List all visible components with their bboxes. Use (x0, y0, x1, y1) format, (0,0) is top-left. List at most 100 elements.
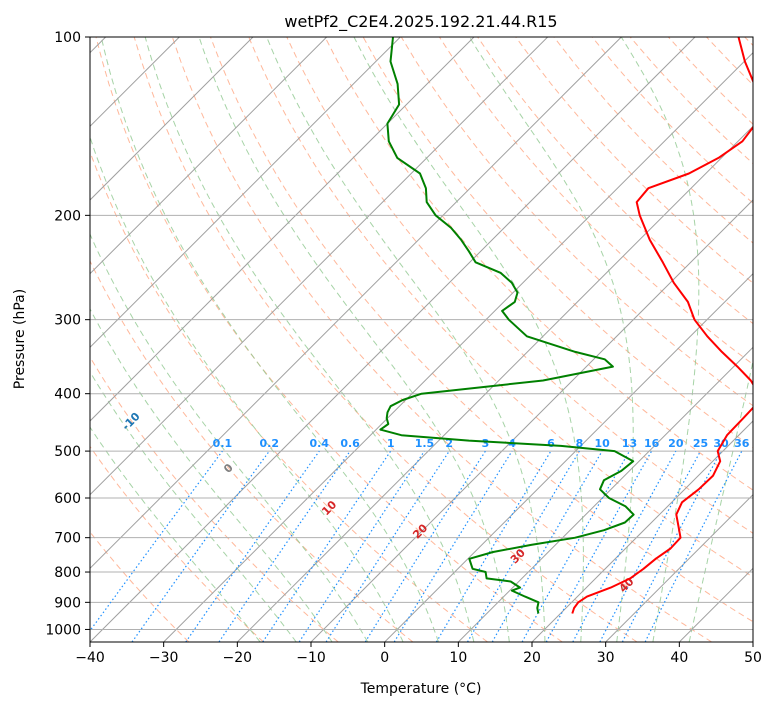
moist-adiabat-line (688, 358, 753, 642)
isotherm-line (90, 37, 696, 642)
isotherm-line (90, 37, 401, 349)
isotherm-line (90, 37, 328, 275)
x-tick-label: −40 (75, 650, 105, 666)
isotherm-line (531, 420, 753, 642)
mixing-ratio-label: 20 (668, 437, 684, 450)
dry-adiabat-line (171, 37, 712, 642)
dry-adiabat-line (90, 259, 414, 642)
mixing-ratio-label: 8 (576, 437, 584, 450)
mixing-ratio-line (185, 450, 320, 642)
moist-adiabat-line (100, 37, 439, 642)
temperature-profile (571, 37, 753, 614)
mixing-ratio-label: 3 (482, 437, 490, 450)
dry-adiabat-line (706, 37, 753, 86)
dry-adiabat-line (90, 150, 488, 642)
x-axis-label: Temperature (°C) (360, 681, 482, 697)
dry-adiabat-line (90, 356, 339, 642)
moist-adiabats (90, 37, 753, 642)
dry-adiabat-line (248, 37, 753, 578)
mixing-ratio-label: 0.1 (213, 437, 233, 450)
isotherm-line (163, 51, 753, 642)
isobar-gridlines (90, 37, 753, 630)
x-tick-label: −10 (296, 650, 326, 666)
mixing-ratio-line (545, 450, 653, 642)
moist-adiabat-line (90, 135, 404, 642)
x-tick-label: 30 (597, 650, 615, 666)
moist-adiabat-line (144, 37, 475, 642)
mixing-ratio-label: 10 (594, 437, 610, 450)
mixing-ratio-label: 0.2 (260, 437, 280, 450)
dry-adiabat-line (133, 37, 638, 642)
mixing-ratio-line (364, 450, 486, 642)
mixing-ratio-lines (90, 450, 743, 642)
plot-frame (89, 36, 754, 643)
mixing-ratio-label: 13 (622, 437, 637, 450)
plot-area: -100-90-80-70-60-50-40-30-20-10010203040… (90, 37, 753, 642)
moist-adiabat-line (90, 370, 297, 642)
y-tick-label: 900 (54, 595, 81, 611)
dry-adiabat-line (553, 37, 753, 244)
mixing-ratio-line (393, 450, 513, 642)
isotherm-line (90, 37, 475, 422)
y-tick-label: 700 (54, 531, 81, 547)
dry-adiabat-label: 10 (319, 498, 339, 518)
y-axis-label: Pressure (hPa) (12, 289, 28, 389)
dry-adiabat-line (90, 445, 264, 642)
sounding-series (379, 37, 753, 614)
moist-adiabat-line (90, 232, 369, 642)
mixing-ratio-line (218, 450, 351, 642)
mixing-ratio-label: 16 (644, 437, 660, 450)
isotherm-line (457, 346, 753, 642)
x-tick-label: 40 (670, 650, 688, 666)
isotherm-line (90, 37, 254, 201)
mixing-ratio-label: 36 (734, 437, 750, 450)
moist-adiabat-line (266, 37, 546, 642)
y-axis-ticks: 100 200 300 400 500 600 700 800 900 1000 (45, 30, 90, 638)
x-tick-label: 0 (380, 650, 389, 666)
y-tick-label: 100 (54, 30, 81, 46)
x-tick-label: 20 (523, 650, 541, 666)
x-tick-label: −20 (223, 650, 253, 666)
dry-adiabat-line (90, 531, 190, 642)
isotherm-line (678, 567, 753, 642)
mixing-ratio-line (572, 450, 677, 642)
dry-adiabat-line (324, 37, 753, 491)
dry-adiabat-line (515, 37, 753, 284)
isotherm-line (90, 37, 622, 570)
isotherm-line (310, 199, 753, 642)
isotherm-line (236, 125, 753, 642)
mixing-ratio-label: 1 (387, 437, 395, 450)
dry-adiabat-line (744, 37, 753, 47)
x-tick-label: 10 (449, 650, 467, 666)
y-tick-label: 600 (54, 491, 81, 507)
dewpoint-profile (379, 37, 635, 614)
mixing-ratio-label: 0.4 (310, 437, 330, 450)
isotherm-line (605, 493, 753, 642)
dry-adiabat-line (210, 37, 753, 623)
y-tick-label: 1000 (45, 622, 81, 638)
chart-title: wetPf2_C2E4.2025.192.21.44.R15 (284, 12, 557, 32)
y-tick-label: 500 (54, 444, 81, 460)
moist-adiabat-line (90, 426, 261, 642)
dry-adiabat-label: 40 (617, 575, 637, 595)
isotherm-line (384, 272, 753, 642)
moist-adiabat-line (620, 37, 700, 642)
dry-adiabat-line (286, 37, 753, 534)
mixing-ratio-label: 0.6 (340, 437, 360, 450)
isotherm-line (752, 641, 753, 642)
mixing-ratio-line (435, 450, 552, 642)
x-axis-ticks: −40 −30 −20 −10 0 10 20 30 40 50 (75, 642, 762, 666)
mixing-ratio-label: 25 (693, 437, 708, 450)
moist-adiabat-line (90, 308, 333, 642)
y-tick-label: 300 (54, 313, 81, 329)
moist-adiabat-line (198, 37, 510, 642)
mixing-ratio-line (298, 450, 425, 642)
x-tick-label: −30 (149, 650, 179, 666)
mixing-ratio-line (599, 450, 702, 642)
mixing-ratio-line (644, 450, 743, 642)
mixing-ratio-line (131, 450, 270, 642)
isotherm-line (90, 37, 549, 496)
y-tick-label: 400 (54, 387, 81, 403)
dry-adiabats (90, 37, 753, 642)
